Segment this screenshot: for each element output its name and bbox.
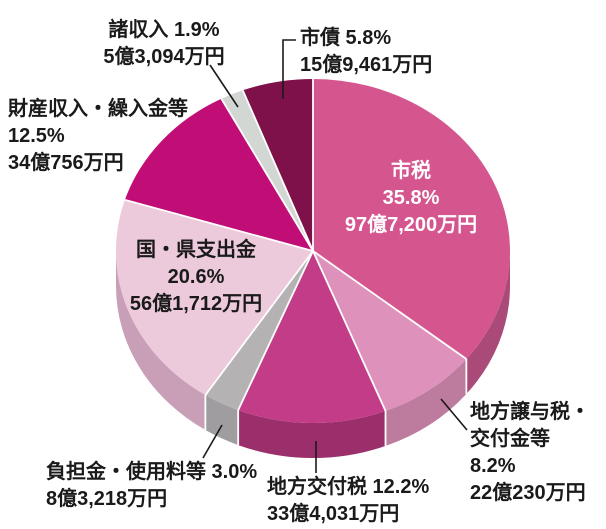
slice-separator xyxy=(124,199,314,252)
pie-slice-side xyxy=(385,358,467,446)
label-shoshunyu: 諸収入 1.9% 5億3,094万円 xyxy=(84,17,244,71)
leader-line xyxy=(202,424,223,459)
label-shisai: 市債 5.8% 15億9,461万円 xyxy=(300,25,432,79)
pie-slice xyxy=(238,251,386,423)
label-kofuzei-line2: 33億4,031万円 xyxy=(267,503,400,525)
slice-separator xyxy=(220,98,314,252)
pie-slice-side xyxy=(116,251,206,431)
label-shoshunyu-line1: 諸収入 1.9% xyxy=(108,19,220,41)
slice-separator xyxy=(204,250,314,396)
label-joyozei-line1: 地方譲与税・ xyxy=(470,401,590,423)
slice-separator xyxy=(312,250,467,360)
label-shizei-line3: 97億7,200万円 xyxy=(344,214,478,236)
label-shoshunyu-line2: 5億3,094万円 xyxy=(103,46,225,68)
leader-line xyxy=(282,39,296,99)
label-zaisan-shunyu: 財産収入・繰入金等 12.5% 34億756万円 xyxy=(8,96,188,177)
pie-slice xyxy=(124,98,313,252)
label-shizei-line1: 市税 xyxy=(391,160,431,182)
label-zaisan-shunyu-line1: 財産収入・繰入金等 xyxy=(8,98,188,120)
label-joyozei-line4: 22億230万円 xyxy=(470,482,586,504)
pie-slice xyxy=(116,199,314,396)
slice-separator xyxy=(241,89,314,252)
label-shizei: 市税 35.8% 97億7,200万円 xyxy=(331,158,491,239)
label-joyozei-line3: 8.2% xyxy=(470,455,516,477)
label-futankin: 負担金・使用料等 3.0% 8億3,218万円 xyxy=(46,459,257,513)
pie-slice xyxy=(313,251,467,411)
leader-line xyxy=(209,64,239,108)
label-kokken-shishutsukin: 国・県支出金 20.6% 56億1,712万円 xyxy=(111,237,281,318)
label-chiho-joyozei: 地方譲与税・ 交付金等 8.2% 22億230万円 xyxy=(470,399,590,507)
label-chiho-kofuzei: 地方交付税 12.2% 33億4,031万円 xyxy=(267,474,429,528)
label-futankin-line2: 8億3,218万円 xyxy=(46,488,168,510)
label-kokken-line3: 56億1,712万円 xyxy=(129,293,263,315)
pie-slice-side xyxy=(466,251,510,394)
pie-slice xyxy=(242,79,313,251)
slice-separator xyxy=(237,250,314,411)
pie-slice-side xyxy=(205,395,239,446)
label-zaisan-shunyu-line3: 34億756万円 xyxy=(8,152,124,174)
leader-line xyxy=(440,398,468,431)
label-shisai-line2: 15億9,461万円 xyxy=(300,54,433,76)
label-kofuzei-line1: 地方交付税 12.2% xyxy=(267,476,430,498)
label-futankin-line1: 負担金・使用料等 3.0% xyxy=(46,461,258,483)
label-kokken-line2: 20.6% xyxy=(167,266,225,288)
label-joyozei-line2: 交付金等 xyxy=(470,428,550,450)
label-zaisan-shunyu-line2: 12.5% xyxy=(8,125,65,147)
label-shisai-line1: 市債 5.8% xyxy=(300,27,392,49)
label-kokken-line1: 国・県支出金 xyxy=(136,239,256,261)
pie-slice xyxy=(313,78,511,359)
pie-slice-side xyxy=(238,410,386,458)
slice-separator xyxy=(312,250,387,412)
label-shizei-line2: 35.8% xyxy=(382,187,440,209)
pie-slice xyxy=(205,251,313,411)
pie-slice xyxy=(221,90,313,251)
